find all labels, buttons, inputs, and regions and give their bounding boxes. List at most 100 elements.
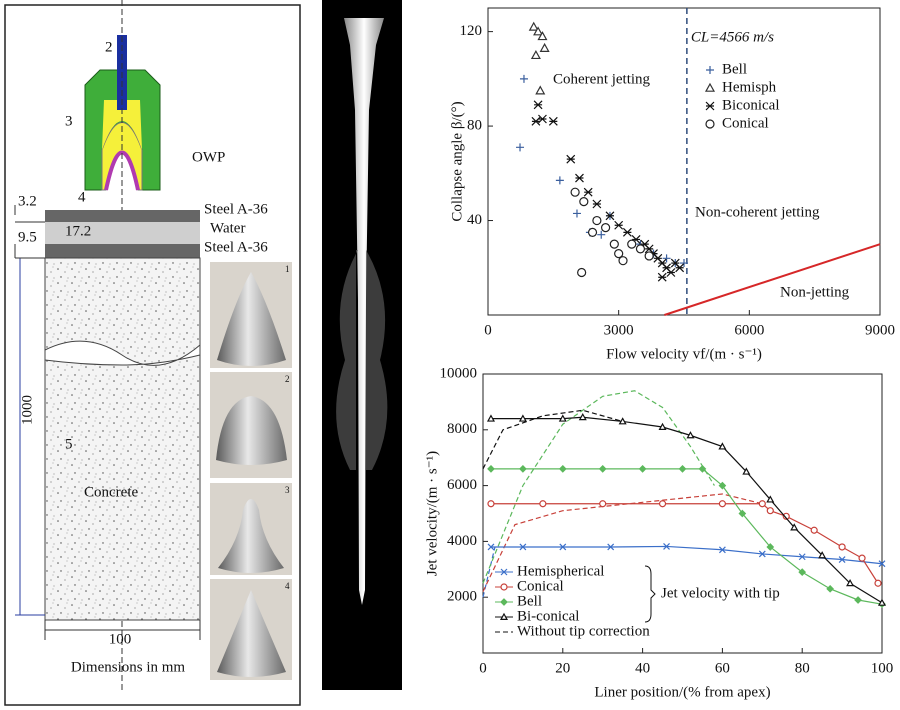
legend-marker (706, 66, 714, 74)
caption: Dimensions in mm (71, 659, 186, 675)
marker (666, 268, 676, 277)
marker (539, 42, 550, 52)
region-label: Coherent jetting (553, 71, 651, 87)
uncorrected-line (482, 546, 496, 598)
marker (537, 31, 548, 41)
cone (217, 590, 286, 677)
break-mark (44, 340, 201, 366)
dim: 3.2 (18, 193, 37, 209)
marker (826, 584, 834, 593)
marker (618, 256, 628, 266)
y-tick-label: 10000 (440, 365, 478, 381)
material-label: Concrete (84, 484, 138, 500)
x-tick-label: 80 (795, 660, 810, 676)
legend-marker (500, 598, 508, 606)
plot-frame (482, 373, 883, 654)
marker (528, 21, 539, 31)
marker (874, 579, 882, 587)
jet-halo (336, 250, 388, 470)
marker (838, 543, 846, 551)
label: 5 (65, 436, 73, 452)
dim: 17.2 (65, 223, 91, 239)
marker (605, 211, 615, 221)
water-layer (45, 222, 200, 244)
explosive-top (102, 100, 142, 150)
x-tick-label: 100 (871, 660, 894, 676)
region-label: Non-jetting (780, 284, 850, 300)
y-tick-label: 40 (467, 212, 482, 228)
marker (686, 431, 695, 439)
marker (622, 227, 632, 237)
marker (618, 417, 627, 425)
label: 4 (78, 189, 86, 205)
photos: 1 2 3 4 (210, 262, 292, 680)
dim: 9.5 (18, 229, 37, 245)
marker (818, 551, 827, 559)
legend-marker (499, 612, 509, 620)
x-tick-label: 20 (555, 660, 570, 676)
legend-label: Conical (517, 578, 564, 594)
marker (539, 500, 547, 508)
marker (535, 85, 546, 95)
legend-label: Biconical (722, 97, 779, 113)
label: 3 (65, 113, 73, 129)
marker (678, 465, 687, 473)
jet-image (322, 0, 402, 690)
series-line (490, 416, 883, 604)
marker (575, 173, 584, 183)
marker (766, 543, 775, 551)
marker (570, 187, 580, 197)
marker (657, 272, 667, 282)
marker (718, 500, 727, 508)
legend-label: Conical (722, 115, 769, 131)
marker (766, 507, 774, 515)
group-label: Jet velocity with tip (661, 585, 780, 601)
layer-label: Water (210, 220, 245, 236)
marker (675, 263, 685, 273)
steel-plate (45, 210, 200, 222)
uncorrected-line (482, 409, 623, 470)
label: 2 (105, 39, 113, 55)
legend-marker (500, 583, 508, 591)
marker (758, 550, 766, 558)
marker (877, 598, 887, 606)
marker (599, 500, 607, 508)
marker (742, 467, 751, 475)
y-tick-label: 80 (467, 118, 482, 134)
dim: 1000 (19, 395, 35, 425)
marker (533, 26, 544, 36)
marker (486, 414, 495, 422)
marker (614, 249, 624, 259)
schematic: 2 3 4 OWP 5 3.2 9.5 17.2 1000 100 Steel … (4, 0, 301, 706)
marker (798, 568, 807, 576)
marker (516, 143, 525, 152)
marker (519, 74, 528, 83)
legend-marker (705, 101, 715, 111)
marker (579, 197, 589, 207)
brace (644, 565, 656, 623)
marker (858, 554, 866, 562)
x-axis-label: Flow velocity vf/(m · s⁻¹) (606, 346, 762, 362)
legend-label: Hemisph (722, 79, 777, 95)
x-tick-label: 60 (715, 660, 730, 676)
marker (854, 596, 862, 604)
dim: 100 (109, 631, 132, 647)
y-axis-label: Jet velocity/(m · s⁻¹) (424, 451, 440, 576)
marker (658, 500, 667, 508)
marker (559, 543, 567, 551)
marker (487, 543, 495, 551)
x-tick-label: 9000 (865, 322, 895, 338)
concrete-block (44, 257, 201, 621)
marker (758, 500, 766, 508)
legend-label: Hemispherical (517, 563, 604, 579)
x-axis-label: Liner position/(% from apex) (594, 684, 770, 700)
layer-label: Steel A-36 (204, 201, 268, 217)
marker (838, 556, 846, 563)
legend-marker (704, 82, 716, 92)
plot-frame (487, 7, 881, 316)
x-tick-label: 0 (484, 322, 492, 338)
marker (487, 465, 495, 473)
marker (518, 414, 527, 422)
y-tick-label: 6000 (447, 477, 477, 493)
label: OWP (192, 149, 225, 165)
